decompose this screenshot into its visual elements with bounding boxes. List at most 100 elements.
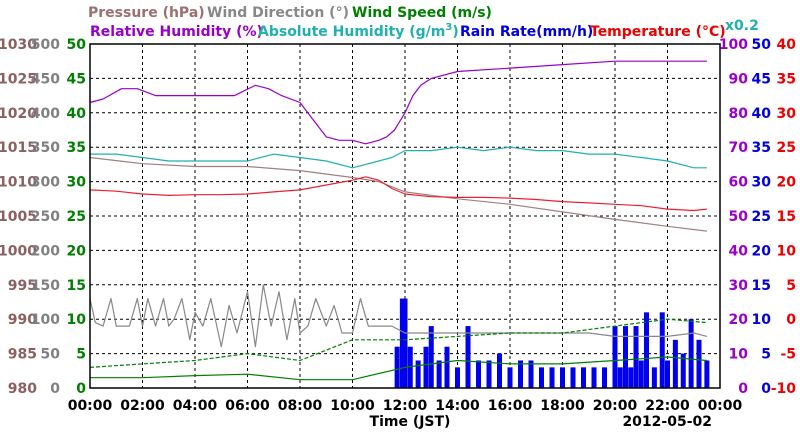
x-tick-label: 08:00 (278, 398, 323, 414)
wind-direction-tick: 300 (31, 175, 60, 191)
wind-speed-tick: 0 (76, 381, 86, 397)
rain-bar (602, 367, 607, 388)
rain-bar (428, 326, 434, 388)
temperature-tick: 15 (777, 209, 796, 225)
wind-speed-tick: 30 (67, 175, 87, 191)
legend-wind-speed: Wind Speed (m/s) (352, 5, 492, 21)
humidity-tick: 40 (729, 243, 749, 259)
x-tick-label: 00:00 (698, 398, 743, 414)
rain-bar (455, 367, 460, 388)
rain-bar (612, 326, 618, 388)
series-wind-direction (89, 284, 708, 348)
legend-abs-hum-close: ) (452, 24, 458, 40)
temperature-tick: -10 (771, 381, 797, 397)
rain-bar (704, 360, 710, 388)
wind-direction-tick: 500 (31, 37, 60, 53)
wind-speed-tick: 5 (76, 347, 86, 363)
rain-bar (581, 367, 586, 388)
temperature-tick: -5 (780, 347, 796, 363)
pressure-tick: 1030 (0, 37, 37, 53)
wind-direction-tick: 100 (31, 312, 60, 328)
wind-speed-tick: 50 (67, 37, 87, 53)
x-tick-label: 06:00 (225, 398, 270, 414)
wind-direction-tick: 150 (31, 278, 60, 294)
rain-bar (465, 326, 471, 388)
x-tick-label: 20:00 (593, 398, 638, 414)
rain-bar (497, 353, 502, 388)
pressure-tick: 1000 (0, 243, 37, 259)
legend-absolute-humidity: Absolute Humidity (g/m3) (258, 22, 459, 40)
rain-bar (407, 346, 413, 388)
x-tick-label: 18:00 (540, 398, 585, 414)
rain-tick: 25 (752, 209, 771, 225)
rain-tick: 35 (752, 140, 771, 156)
rain-bar (539, 367, 544, 388)
humidity-tick: 20 (729, 312, 749, 328)
rain-bar (399, 298, 405, 388)
pressure-tick: 995 (8, 278, 37, 294)
x-tick-label: 04:00 (173, 398, 218, 414)
x-axis: 00:00 02:00 04:00 06:00 08:00 10:00 12:00 14:00… (68, 398, 743, 414)
rain-tick: 10 (752, 312, 772, 328)
x-tick-label: 02:00 (120, 398, 165, 414)
wind-speed-tick: 25 (67, 209, 86, 225)
rain-bar (633, 326, 639, 388)
x-axis-label: Time (JST) (370, 414, 451, 430)
wind-speed-tick: 40 (67, 106, 87, 122)
rain-bar (560, 367, 565, 388)
rain-bar (659, 312, 665, 388)
pressure-tick: 985 (8, 347, 37, 363)
wind-speed-tick: 35 (67, 140, 86, 156)
series-wind-speed-avg (90, 356, 707, 381)
wind-direction-tick: 50 (41, 347, 61, 363)
wind-direction-tick: 350 (31, 140, 60, 156)
rain-bar (665, 360, 670, 388)
rain-tick: 40 (752, 106, 772, 122)
wind-speed-tick: 10 (67, 312, 87, 328)
rain-bar (638, 360, 644, 388)
rain-bar (591, 367, 597, 388)
rain-bar (628, 367, 634, 388)
rain-bar (570, 367, 576, 388)
wind-speed-tick: 45 (67, 71, 86, 87)
wind-speed-tick: 20 (67, 243, 87, 259)
humidity-tick: 80 (729, 106, 749, 122)
humidity-tick: 60 (729, 175, 749, 191)
wind-direction-tick: 250 (31, 209, 60, 225)
rain-bar (415, 360, 421, 388)
rain-bar (623, 326, 628, 388)
series-relative-humidity (89, 60, 707, 145)
temperature-tick: 0 (786, 312, 796, 328)
pressure-tick: 1025 (0, 71, 37, 87)
rain-bar (696, 339, 702, 388)
pressure-tick: 1020 (0, 106, 37, 122)
humidity-tick: 10 (729, 347, 749, 363)
legend-rain-rate: Rain Rate(mm/h) (460, 24, 593, 40)
series-wind-speed-gust (89, 318, 707, 368)
rain-bar (394, 346, 400, 388)
wind-direction-tick: 450 (31, 71, 60, 87)
temperature-tick: 20 (777, 175, 797, 191)
temperature-tick: 40 (777, 37, 797, 53)
rain-tick: 0 (761, 381, 771, 397)
legend-wind-direction: Wind Direction (°) (207, 5, 349, 21)
legend-pressure: Pressure (hPa) (88, 5, 205, 21)
rain-bar (518, 360, 523, 388)
rain-bar (688, 319, 694, 388)
legend-temperature: Temperature (°C) (590, 24, 726, 40)
rain-bar (680, 353, 686, 388)
wind-direction-tick: 0 (50, 381, 60, 397)
legend-abs-humidity-scale: x0.2 (725, 18, 759, 34)
rain-tick: 5 (761, 347, 771, 363)
rain-bar (486, 360, 492, 388)
wind-direction-tick: 400 (31, 106, 60, 122)
rain-bar (423, 346, 429, 388)
humidity-tick: 70 (729, 140, 749, 156)
pressure-tick: 1015 (0, 140, 37, 156)
rain-bar (651, 367, 657, 388)
rain-tick: 50 (752, 37, 772, 53)
series-pressure (89, 156, 707, 232)
plot-frame (89, 43, 721, 389)
humidity-tick: 90 (729, 71, 749, 87)
